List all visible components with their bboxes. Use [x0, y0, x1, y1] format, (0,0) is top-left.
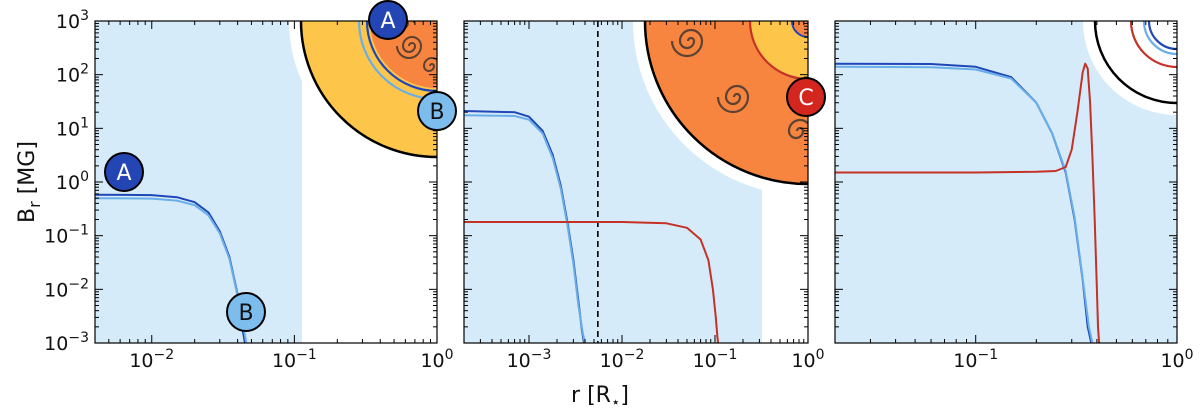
- panel-3-ticks: 10−1 100: [834, 20, 1194, 372]
- y-tick-label: 10−2: [44, 276, 89, 301]
- series-C-line: [835, 62, 1101, 343]
- y-tick-label: 102: [56, 62, 89, 87]
- y-tick-label: 10−3: [44, 330, 89, 355]
- x-tick-label: 10−3: [507, 347, 552, 372]
- svg-text:B: B: [429, 100, 444, 125]
- x-tick-label: 100: [791, 347, 824, 372]
- badge-A-star: A: [368, 0, 408, 40]
- x-tick-label: 10−2: [129, 347, 174, 372]
- panel-3: 10−1 100: [834, 20, 1194, 372]
- x-tick-label: 10−1: [953, 347, 998, 372]
- x-tick-label: 100: [420, 347, 453, 372]
- panel-2-lines: [464, 21, 720, 343]
- x-tick-label: 100: [1160, 347, 1193, 372]
- series-B-line: [464, 114, 586, 343]
- y-tick-label: 101: [56, 115, 89, 140]
- panel-3-lines: [835, 62, 1101, 343]
- series-B-line: [835, 65, 1094, 343]
- y-tick-label: 10−1: [44, 223, 89, 248]
- badge-B: B: [226, 292, 266, 332]
- panel-2-ticks: 10−3 10−2 10−1 100: [463, 20, 825, 372]
- svg-text:A: A: [380, 9, 395, 34]
- panel-1-ticks: 10−2 10−1 100 10−3 10−2 10−1 100 101 102 103: [44, 8, 453, 372]
- svg-text:C: C: [798, 86, 813, 111]
- y-tick-label: 103: [56, 8, 89, 33]
- x-tick-label: 10−1: [693, 347, 738, 372]
- series-C-line: [464, 221, 720, 343]
- x-axis-title: r [R⋆]: [571, 383, 629, 408]
- x-tick-label: 10−2: [600, 347, 645, 372]
- badge-B-star: B: [417, 91, 457, 131]
- svg-text:B: B: [238, 301, 253, 326]
- badge-C: C: [786, 77, 826, 117]
- badge-A: A: [104, 152, 144, 192]
- y-tick-label: 100: [56, 169, 89, 194]
- star-inset: [633, 21, 808, 196]
- panel-2: 10−3 10−2 10−1 100 C: [463, 20, 826, 372]
- svg-text:A: A: [116, 161, 131, 186]
- x-tick-label: 10−1: [272, 347, 317, 372]
- y-axis-title: Br [MG]: [15, 141, 44, 223]
- star-inset: [1083, 21, 1177, 115]
